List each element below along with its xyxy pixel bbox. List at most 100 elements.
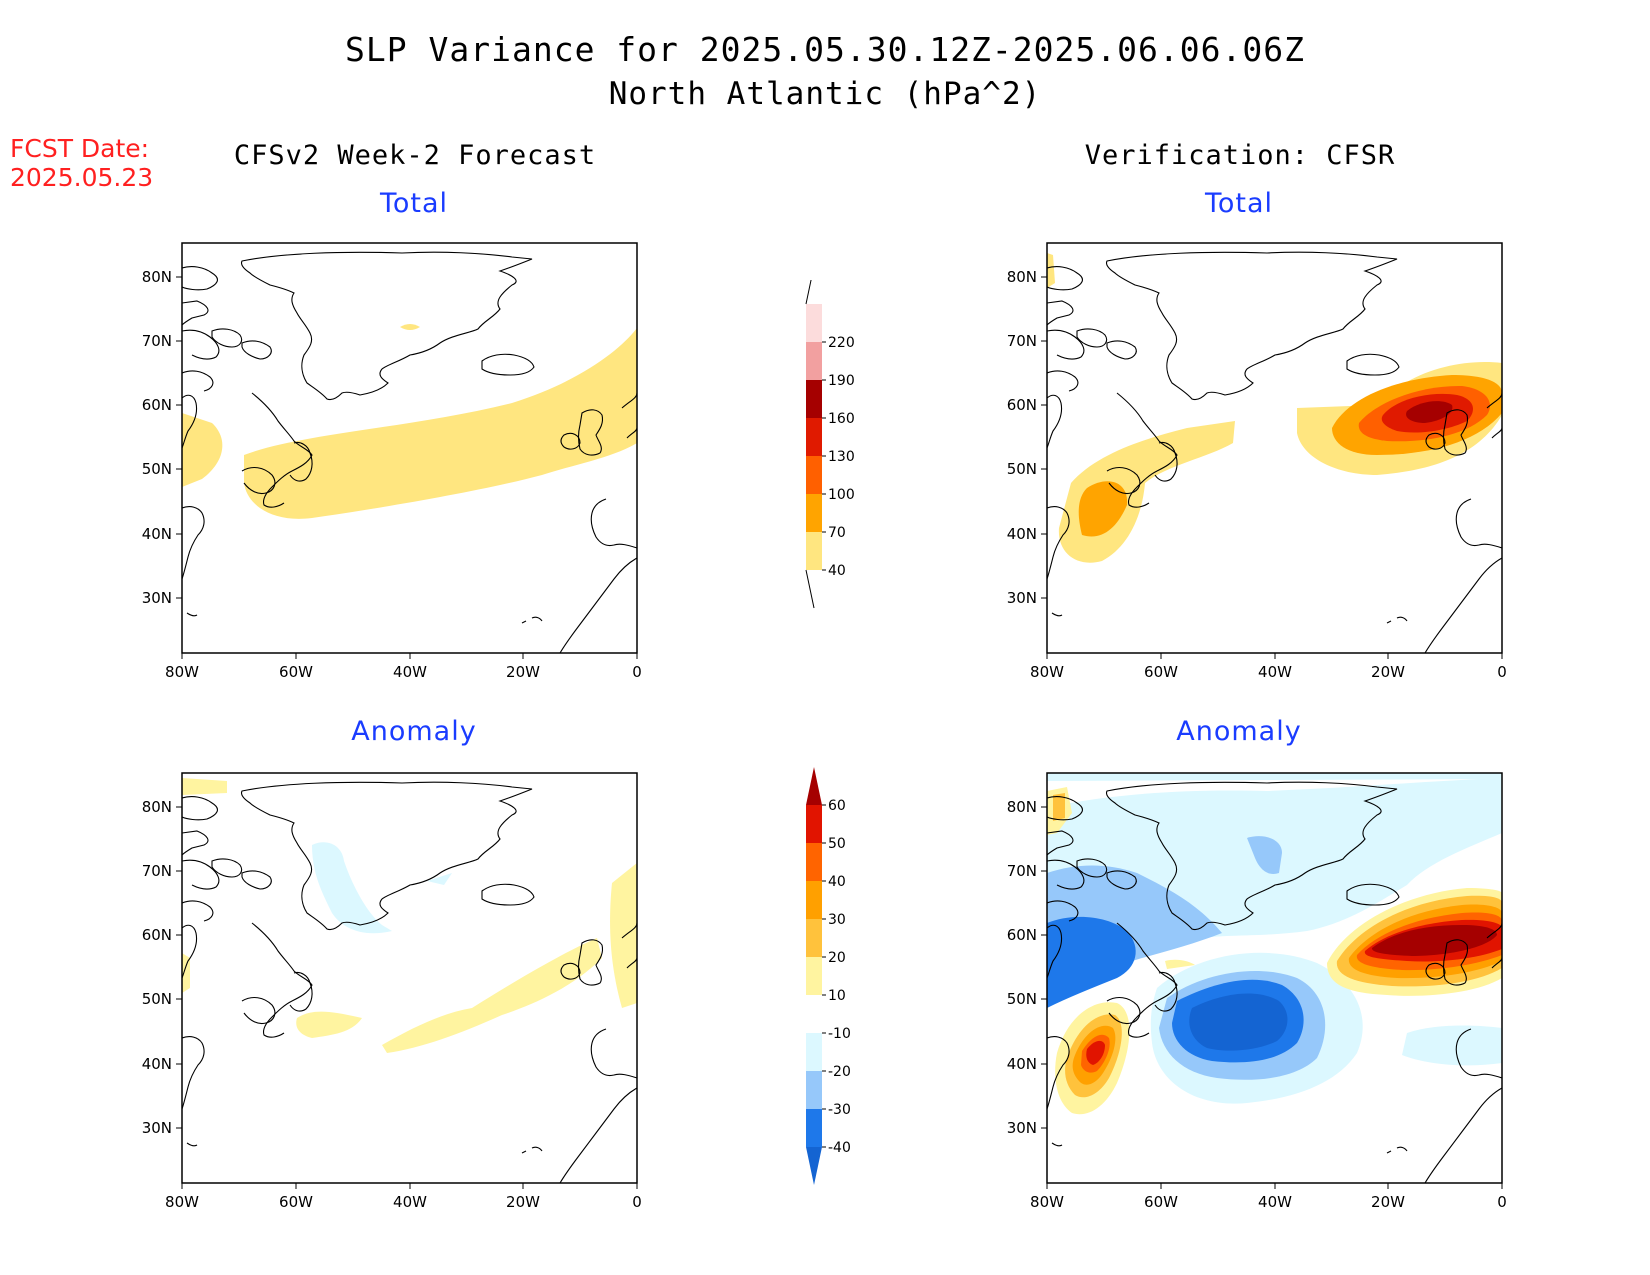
colorbar-total-swatch bbox=[806, 380, 822, 418]
colorbar-total-label: 100 bbox=[828, 487, 855, 503]
lon-axis: 80W 60W 40W 20W 0 bbox=[165, 652, 642, 681]
lon-label: 20W bbox=[1371, 1193, 1405, 1211]
lon-label: 80W bbox=[1030, 663, 1064, 681]
right-column-title: Verification: CFSR bbox=[1084, 140, 1396, 171]
colorbar-anomaly-label: 20 bbox=[828, 950, 846, 966]
colorbar-total: 40 70 100 130 160 190 220 bbox=[805, 280, 855, 609]
colorbar-anomaly-top-cap bbox=[806, 767, 822, 805]
lat-label: 70N bbox=[1007, 862, 1037, 880]
lon-label: 40W bbox=[1258, 663, 1292, 681]
lat-label: 30N bbox=[142, 1119, 172, 1137]
colorbar-total-swatch bbox=[806, 342, 822, 380]
colorbar-total-swatch bbox=[806, 532, 822, 570]
lon-label: 60W bbox=[1144, 663, 1178, 681]
lat-label: 70N bbox=[142, 332, 172, 350]
colorbar-anomaly-swatch bbox=[806, 1033, 822, 1071]
lon-label: 0 bbox=[632, 663, 642, 681]
colorbar-anomaly-swatch bbox=[806, 843, 822, 881]
colorbar-anomaly-label: 40 bbox=[828, 874, 846, 890]
panel-title-forecast-total: Total bbox=[379, 188, 449, 219]
map-verification-anomaly: 80N 70N 60N 50N 40N 30N 80W 60W 40W 20W 0 bbox=[1007, 772, 1507, 1211]
map-forecast-anomaly: 80N 70N 60N 50N 40N 30N 80W 60W 40W 20W 0 bbox=[142, 772, 642, 1211]
lat-label: 50N bbox=[1007, 990, 1037, 1008]
fcst-date-value: 2025.05.23 bbox=[10, 163, 154, 192]
map-forecast-total: 80N 70N 60N 50N 40N 30N 80W 60W 40W 20W 0 bbox=[142, 242, 642, 681]
lon-label: 40W bbox=[1258, 1193, 1292, 1211]
colorbar-total-label: 160 bbox=[828, 411, 855, 427]
lon-axis: 80W 60W 40W 20W 0 bbox=[1030, 1182, 1507, 1211]
lat-label: 60N bbox=[1007, 926, 1037, 944]
lat-label: 60N bbox=[1007, 396, 1037, 414]
colorbar-total-label: 190 bbox=[828, 373, 855, 389]
colorbar-anomaly-label: -40 bbox=[828, 1140, 851, 1156]
lat-axis: 80N 70N 60N 50N 40N 30N bbox=[1007, 268, 1048, 607]
lat-label: 50N bbox=[1007, 460, 1037, 478]
lat-label: 30N bbox=[1007, 589, 1037, 607]
colorbar-anomaly-swatch bbox=[806, 919, 822, 957]
lon-label: 60W bbox=[279, 1193, 313, 1211]
colorbar-anomaly-label: -30 bbox=[828, 1102, 851, 1118]
lon-axis: 80W 60W 40W 20W 0 bbox=[1030, 652, 1507, 681]
lat-label: 50N bbox=[142, 990, 172, 1008]
lon-axis: 80W 60W 40W 20W 0 bbox=[165, 1182, 642, 1211]
colorbar-anomaly-label: 10 bbox=[828, 988, 846, 1004]
colorbar-total-caps bbox=[805, 280, 815, 609]
colorbar-anomaly-label: 60 bbox=[828, 798, 846, 814]
lon-label: 40W bbox=[393, 663, 427, 681]
lon-label: 0 bbox=[1497, 1193, 1507, 1211]
lat-label: 60N bbox=[142, 396, 172, 414]
shading-forecast-anomaly bbox=[182, 778, 637, 1053]
colorbar-anomaly-label: 50 bbox=[828, 836, 846, 852]
lon-label: 60W bbox=[279, 663, 313, 681]
shading-verification-total bbox=[1047, 253, 1502, 563]
map-verification-total: 80N 70N 60N 50N 40N 30N 80W 60W 40W 20W 0 bbox=[1007, 242, 1507, 681]
lon-label: 0 bbox=[632, 1193, 642, 1211]
lat-label: 40N bbox=[1007, 1055, 1037, 1073]
lat-label: 80N bbox=[1007, 798, 1037, 816]
lat-label: 70N bbox=[142, 862, 172, 880]
lat-label: 40N bbox=[142, 525, 172, 543]
colorbar-total-swatch bbox=[806, 456, 822, 494]
lat-label: 30N bbox=[1007, 1119, 1037, 1137]
lon-label: 80W bbox=[1030, 1193, 1064, 1211]
colorbar-total-label: 130 bbox=[828, 449, 855, 465]
lat-label: 40N bbox=[1007, 525, 1037, 543]
lon-label: 20W bbox=[506, 663, 540, 681]
colorbar-total-swatch bbox=[806, 418, 822, 456]
colorbar-anomaly-swatch bbox=[806, 995, 822, 1033]
lat-axis: 80N 70N 60N 50N 40N 30N bbox=[1007, 798, 1048, 1137]
lat-axis: 80N 70N 60N 50N 40N 30N bbox=[142, 268, 183, 607]
lon-label: 0 bbox=[1497, 663, 1507, 681]
colorbar-anomaly-swatch bbox=[806, 1109, 822, 1147]
panel-title-verification-total: Total bbox=[1204, 188, 1274, 219]
shading-verification-anomaly bbox=[1047, 773, 1502, 1115]
fcst-date-label: FCST Date: bbox=[10, 134, 150, 163]
colorbar-anomaly-label: -20 bbox=[828, 1064, 851, 1080]
colorbar-anomaly-swatch bbox=[806, 881, 822, 919]
main-subtitle: North Atlantic (hPa^2) bbox=[608, 76, 1042, 112]
colorbar-anomaly-swatch bbox=[806, 957, 822, 995]
colorbar-anomaly-label: -10 bbox=[828, 1026, 851, 1042]
panel-title-verification-anomaly: Anomaly bbox=[1176, 716, 1302, 747]
colorbar-anomaly-label: 30 bbox=[828, 912, 846, 928]
lat-label: 50N bbox=[142, 460, 172, 478]
colorbar-anomaly-swatch bbox=[806, 1071, 822, 1109]
colorbar-total-swatch bbox=[806, 494, 822, 532]
lat-label: 60N bbox=[142, 926, 172, 944]
colorbar-anomaly-swatch bbox=[806, 805, 822, 843]
lon-label: 40W bbox=[393, 1193, 427, 1211]
colorbar-total-swatch bbox=[806, 304, 822, 342]
lat-label: 40N bbox=[142, 1055, 172, 1073]
lat-label: 80N bbox=[1007, 268, 1037, 286]
colorbar-total-label: 220 bbox=[828, 335, 855, 351]
lat-label: 80N bbox=[142, 798, 172, 816]
lon-label: 60W bbox=[1144, 1193, 1178, 1211]
lon-label: 20W bbox=[506, 1193, 540, 1211]
colorbar-anomaly-bottom-cap bbox=[806, 1147, 822, 1185]
lat-axis: 80N 70N 60N 50N 40N 30N bbox=[142, 798, 183, 1137]
colorbar-anomaly: -40 -30 -20 -10 10 20 30 40 50 60 bbox=[806, 767, 851, 1185]
lat-label: 80N bbox=[142, 268, 172, 286]
main-title: SLP Variance for 2025.05.30.12Z-2025.06.… bbox=[345, 30, 1305, 69]
lat-label: 70N bbox=[1007, 332, 1037, 350]
lon-label: 80W bbox=[165, 1193, 199, 1211]
